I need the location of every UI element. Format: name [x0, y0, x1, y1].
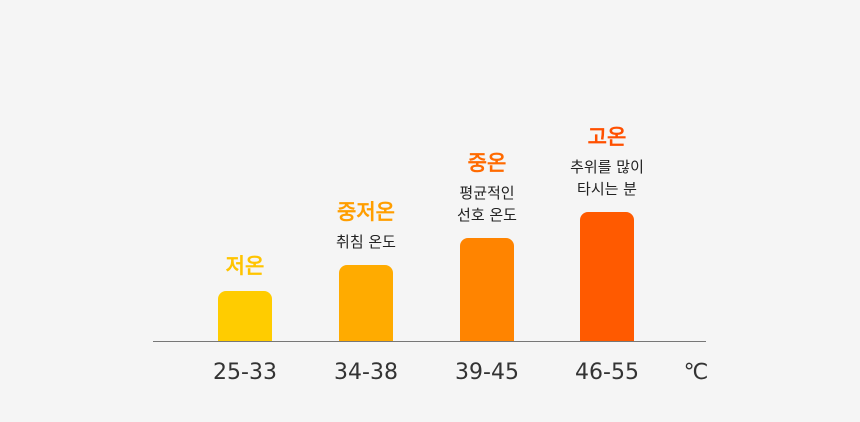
bar-description-mid: 평균적인 선호 온도: [417, 182, 557, 226]
bar-description-line: 타시는 분: [577, 179, 637, 198]
bar-low: [218, 291, 272, 341]
bar-description-line: 추위를 많이: [570, 157, 644, 176]
bar-title-low: 저온: [225, 254, 265, 278]
unit-label: ℃: [683, 360, 709, 385]
x-tick-label-mid-low: 34-38: [334, 360, 398, 385]
bar-description-mid-low: 취침 온도: [296, 231, 436, 253]
bar-title-mid-low: 중저온: [337, 199, 395, 224]
x-axis-line: [153, 341, 706, 342]
x-tick-label-low: 25-33: [213, 360, 277, 385]
bar-description-line: 취침 온도: [336, 232, 396, 251]
bar-description-line: 선호 온도: [457, 206, 517, 224]
bar-title-mid: 중온: [467, 151, 507, 175]
bar-description-line: 평균적인: [459, 184, 515, 202]
x-tick-label-mid: 39-45: [455, 360, 519, 385]
bar-mid-low: [339, 264, 393, 341]
x-tick-label-high: 46-55: [575, 360, 639, 385]
bar-title-high: 고온: [587, 124, 627, 149]
bar-high: [580, 211, 634, 341]
bar-mid: [460, 238, 514, 341]
bar-description-high: 추위를 많이 타시는 분: [537, 156, 677, 200]
